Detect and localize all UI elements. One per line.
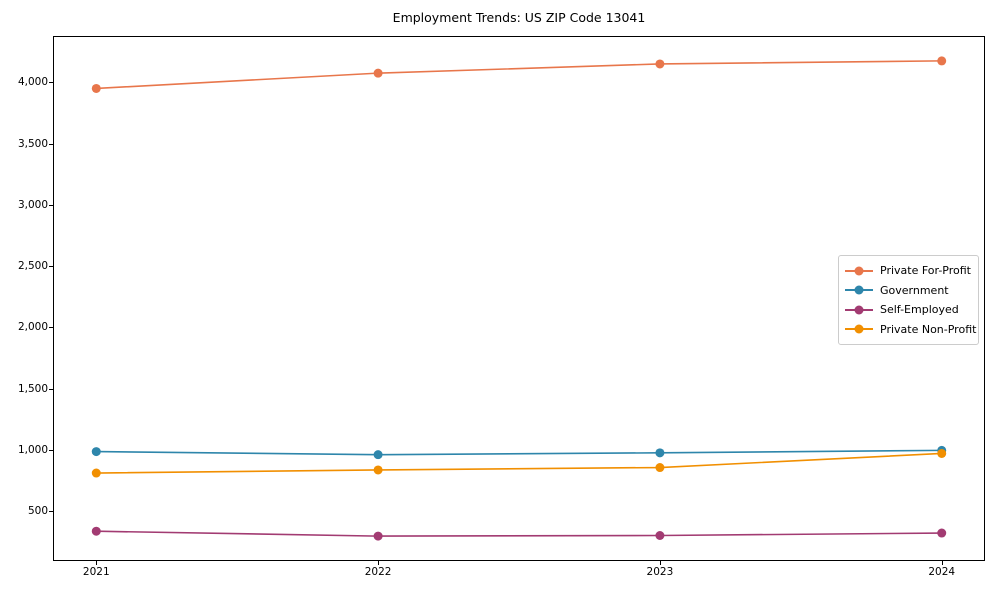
legend-line-marker-icon xyxy=(845,305,873,315)
data-point-private-non-profit-2021 xyxy=(91,468,101,478)
y-tick-label: 3,500 xyxy=(17,137,48,150)
legend: Private For-Profit Government Self-Employe… xyxy=(838,255,979,345)
data-point-private-non-profit-2023 xyxy=(655,463,665,473)
legend-marker-dot xyxy=(854,324,864,334)
legend-label: Government xyxy=(880,283,949,297)
legend-label: Private For-Profit xyxy=(880,264,971,278)
data-point-self-employed-2024 xyxy=(937,528,947,538)
legend-label: Self-Employed xyxy=(880,303,959,317)
data-point-private-for-profit-2021 xyxy=(91,83,101,93)
legend-label: Private Non-Profit xyxy=(880,322,977,336)
y-tick-label: 500 xyxy=(27,504,48,517)
legend-item-private-for-profit: Private For-Profit xyxy=(845,261,972,281)
data-point-private-for-profit-2022 xyxy=(373,68,383,78)
y-tick-mark xyxy=(49,143,53,145)
y-tick-mark xyxy=(49,204,53,206)
legend-item-private-non-profit: Private Non-Profit xyxy=(845,320,976,340)
x-tick-mark xyxy=(941,561,943,565)
x-tick-mark xyxy=(96,561,98,565)
legend-item-self-employed: Self-Employed xyxy=(845,300,972,320)
legend-line-marker-icon xyxy=(845,266,873,276)
y-tick-mark xyxy=(49,388,53,390)
x-tick-label: 2021 xyxy=(82,566,110,578)
legend-line-marker-icon xyxy=(845,285,873,295)
series-line-self-employed xyxy=(96,530,942,537)
series-line-government xyxy=(96,449,942,456)
y-tick-mark xyxy=(49,266,53,268)
chart-svg xyxy=(91,56,947,541)
data-point-private-for-profit-2023 xyxy=(655,59,665,69)
x-tick-mark xyxy=(378,561,380,565)
y-tick-label: 4,000 xyxy=(17,76,48,89)
legend-marker-dot xyxy=(854,266,864,276)
series-line-private-non-profit xyxy=(96,452,942,474)
data-point-government-2023 xyxy=(655,448,665,458)
y-tick-label: 2,500 xyxy=(17,259,48,272)
legend-marker-dot xyxy=(854,285,864,295)
legend-marker-dot xyxy=(854,305,864,315)
data-point-private-for-profit-2024 xyxy=(937,56,947,66)
x-tick-label: 2024 xyxy=(928,566,956,578)
y-tick-label: 1,000 xyxy=(17,443,48,456)
x-tick-mark xyxy=(659,561,661,565)
data-point-self-employed-2023 xyxy=(655,531,665,541)
y-tick-label: 1,500 xyxy=(17,382,48,395)
y-tick-label: 2,000 xyxy=(17,321,48,334)
x-tick-label: 2022 xyxy=(364,566,392,578)
y-tick-mark xyxy=(49,511,53,512)
chart-title: Employment Trends: US ZIP Code 13041 xyxy=(392,10,646,25)
y-tick-mark xyxy=(49,327,53,329)
data-point-self-employed-2022 xyxy=(373,531,383,541)
legend-item-government: Government xyxy=(845,281,972,301)
data-point-private-non-profit-2022 xyxy=(373,465,383,475)
x-tick-label: 2023 xyxy=(646,566,674,578)
plot-area xyxy=(53,36,985,561)
legend-line-marker-icon xyxy=(845,324,873,334)
data-point-private-non-profit-2024 xyxy=(937,448,947,458)
series-line-private-for-profit xyxy=(96,60,942,90)
data-point-government-2022 xyxy=(373,450,383,460)
data-point-self-employed-2021 xyxy=(91,526,101,536)
y-tick-label: 3,000 xyxy=(17,198,48,211)
data-point-government-2021 xyxy=(91,447,101,457)
y-tick-mark xyxy=(49,82,53,84)
y-tick-mark xyxy=(49,449,53,451)
